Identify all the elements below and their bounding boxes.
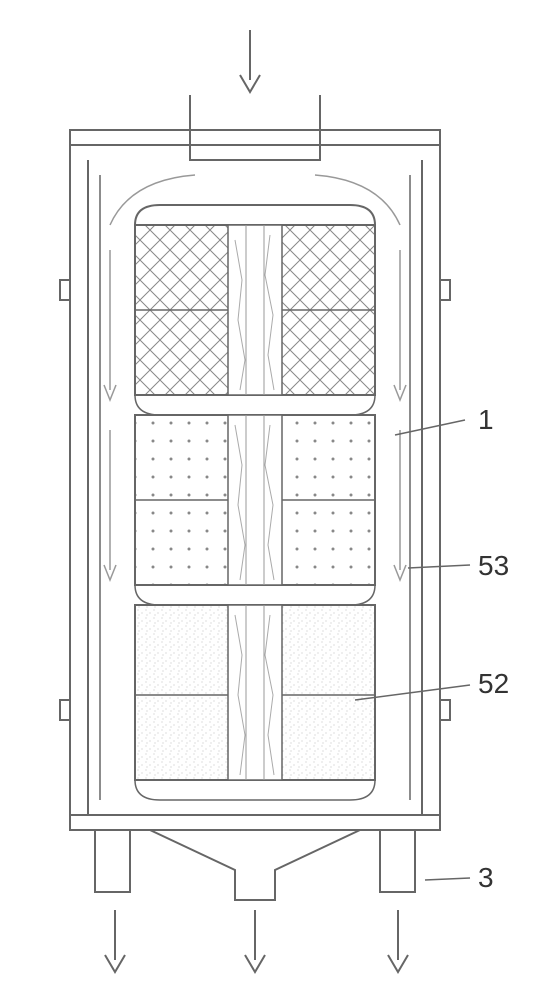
inlet-pipe [110,95,400,160]
label-52: 52 [478,668,509,700]
inlet-arrow [240,30,260,92]
top-flange [70,130,440,145]
support-legs [95,830,415,892]
outlet-arrows [105,910,408,972]
bottom-hopper [150,830,360,900]
label-1: 1 [478,404,494,436]
filter-section-1 [135,205,375,415]
diagram-svg [0,0,560,1000]
filter-section-2 [135,415,375,605]
label-3: 3 [478,862,494,894]
flow-curves-top [110,175,400,225]
filter-section-3 [135,605,375,800]
label-53: 53 [478,550,509,582]
technical-diagram: 1 53 52 3 [0,0,560,1000]
bottom-flange [70,815,440,830]
